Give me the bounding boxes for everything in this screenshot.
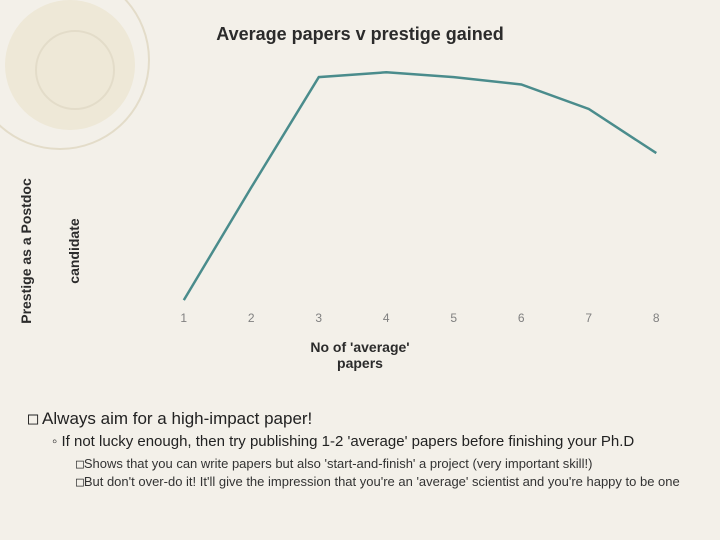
x-axis-label: No of 'average' papers (10, 339, 710, 371)
bullet-level1: □ Always aim for a high-impact paper! (28, 409, 692, 429)
x-tick: 4 (353, 311, 421, 325)
slide: Average papers v prestige gained Prestig… (0, 0, 720, 540)
bullet-level3: □Shows that you can write papers but als… (28, 456, 692, 474)
text-content: □ Always aim for a high-impact paper! If… (10, 409, 710, 492)
plot-region (150, 60, 690, 305)
x-tick: 5 (420, 311, 488, 325)
x-tick: 2 (218, 311, 286, 325)
y-axis-label: Prestige as a Postdoc candidate (0, 131, 114, 371)
x-tick: 8 (623, 311, 691, 325)
x-tick: 6 (488, 311, 556, 325)
x-tick: 7 (555, 311, 623, 325)
line-chart-svg (150, 60, 690, 305)
x-axis-ticks: 12345678 (150, 311, 690, 325)
chart-title: Average papers v prestige gained (10, 24, 710, 45)
chart-area: Prestige as a Postdoc candidate 12345678 (130, 55, 690, 335)
bullet-level3: □But don't over-do it! It'll give the im… (28, 474, 692, 492)
x-tick: 3 (285, 311, 353, 325)
x-tick: 1 (150, 311, 218, 325)
bullet-level2: If not lucky enough, then try publishing… (28, 433, 692, 452)
